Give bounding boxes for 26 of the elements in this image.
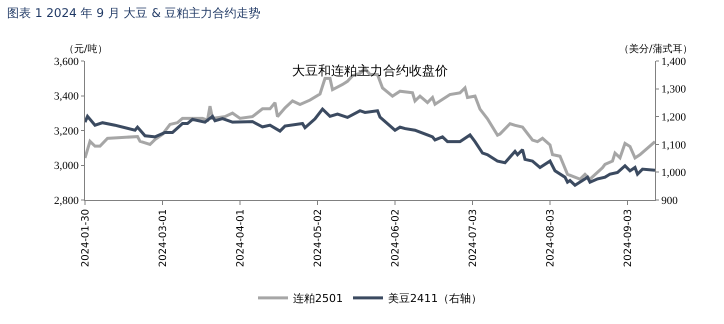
x-tick-label: 2024-07-03 bbox=[468, 209, 479, 268]
x-tick-label: 2024-04-01 bbox=[235, 209, 246, 268]
y2-tick-label: 1,200 bbox=[661, 111, 686, 124]
y-tick-label: 3,400 bbox=[54, 90, 80, 103]
y-tick-label: 3,200 bbox=[54, 125, 80, 138]
y-tick-label: 2,800 bbox=[54, 194, 80, 207]
y-tick-label: 3,000 bbox=[54, 160, 80, 172]
y2-tick-label: 1,100 bbox=[661, 139, 686, 152]
y2-tick-label: 1,300 bbox=[661, 84, 686, 96]
legend-label: 连粕2501 bbox=[293, 292, 343, 306]
y2-tick-label: 1,000 bbox=[661, 167, 686, 180]
y2-tick-label: 900 bbox=[661, 194, 678, 207]
y2-tick-label: 1,400 bbox=[661, 56, 686, 68]
y-tick-label: 3,600 bbox=[54, 56, 80, 68]
legend-label: 美豆2411（右轴） bbox=[388, 292, 482, 306]
chart-title: 图表 1 2024 年 9 月 大豆 & 豆粕主力合约走势 bbox=[7, 6, 261, 20]
chart-subtitle: 大豆和连粕主力合约收盘价 bbox=[292, 63, 448, 78]
y-axis-title: （元/吨） bbox=[64, 43, 108, 55]
x-tick-label: 2024-03-01 bbox=[158, 209, 169, 268]
line-series bbox=[85, 108, 655, 187]
x-tick-label: 2024-06-02 bbox=[390, 209, 402, 268]
x-tick-label: 2024-01-30 bbox=[80, 209, 92, 268]
x-tick-label: 2024-09-03 bbox=[622, 209, 634, 268]
x-tick-label: 2024-05-02 bbox=[312, 209, 324, 268]
y2-axis-title: （美分/蒲式耳） bbox=[619, 43, 692, 55]
x-tick-label: 2024-08-03 bbox=[545, 209, 556, 268]
